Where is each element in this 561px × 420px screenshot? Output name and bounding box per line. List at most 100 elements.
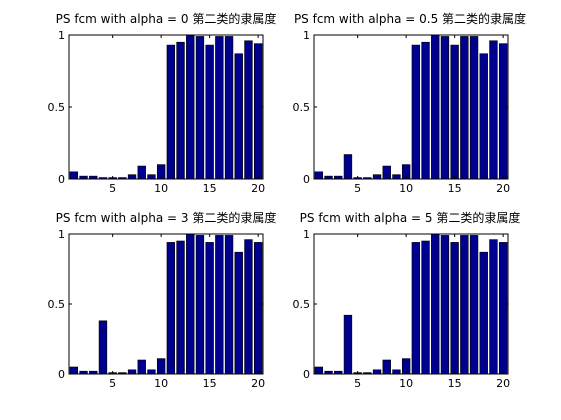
bar [421, 41, 430, 180]
y-tick-label: 1 [303, 228, 310, 241]
subplot-4-title: PS fcm with alpha = 5 第二类的隶属度 [300, 210, 521, 225]
bar [176, 41, 185, 180]
subplot-3-ticks [69, 233, 263, 375]
x-tick-label: 20 [496, 377, 510, 390]
bar [411, 242, 421, 375]
subplot-1-ticks [69, 34, 263, 180]
bar [314, 171, 324, 180]
subplot-4-y-tick-labels: 0 0.5 1 [293, 228, 311, 381]
subplot-2-bars [314, 34, 508, 180]
subplot-3-bars [69, 233, 263, 375]
subplot-1-x-tick-labels: 5 10 15 20 [109, 182, 265, 195]
bar [147, 174, 156, 180]
bar [314, 366, 324, 375]
subplot-3-y-tick-labels: 0 0.5 1 [48, 228, 66, 381]
bar [498, 43, 508, 180]
x-tick-label: 10 [399, 182, 413, 195]
bar [205, 44, 214, 180]
bar [372, 369, 382, 375]
bar [392, 174, 401, 180]
bar [479, 251, 488, 375]
y-tick-label: 0 [303, 368, 310, 381]
bar [253, 43, 263, 180]
bar [450, 242, 459, 375]
y-tick-label: 1 [58, 29, 65, 42]
bar [195, 36, 205, 180]
x-tick-label: 5 [109, 377, 116, 390]
bar [440, 235, 450, 375]
bar [234, 53, 243, 180]
x-tick-label: 5 [354, 182, 361, 195]
subplot-2-title: PS fcm with alpha = 0.5 第二类的隶属度 [294, 11, 526, 26]
bar [489, 239, 498, 375]
subplot-2-y-tick-labels: 0 0.5 1 [293, 29, 311, 186]
bar [343, 314, 353, 375]
x-tick-label: 10 [154, 182, 168, 195]
x-tick-label: 15 [203, 182, 217, 195]
bar [224, 235, 234, 375]
bar [372, 174, 382, 180]
bar [98, 320, 108, 375]
bar [244, 239, 253, 375]
bar [343, 154, 353, 180]
bar [382, 359, 391, 375]
bar [234, 251, 243, 375]
bar [440, 36, 450, 180]
subplot-4: PS fcm with alpha = 5 第二类的隶属度 5 10 15 20… [293, 210, 521, 390]
subplot-4-x-tick-labels: 5 10 15 20 [354, 377, 510, 390]
y-tick-label: 0.5 [48, 101, 66, 114]
y-tick-label: 0.5 [293, 101, 311, 114]
bar [127, 174, 137, 180]
x-tick-label: 15 [203, 377, 217, 390]
x-tick-label: 20 [251, 182, 265, 195]
x-tick-label: 5 [354, 377, 361, 390]
subplot-3-x-tick-labels: 5 10 15 20 [109, 377, 265, 390]
y-tick-label: 0 [58, 173, 65, 186]
bar [431, 34, 440, 180]
bar [215, 235, 224, 375]
bar [498, 242, 508, 375]
subplot-4-bars [314, 233, 508, 375]
bar [186, 34, 195, 180]
y-tick-label: 0 [303, 173, 310, 186]
y-tick-label: 1 [303, 29, 310, 42]
x-tick-label: 10 [154, 377, 168, 390]
bar [460, 235, 469, 375]
subplot-2-x-tick-labels: 5 10 15 20 [354, 182, 510, 195]
subplot-1-title: PS fcm with alpha = 0 第二类的隶属度 [56, 11, 277, 26]
subplot-1: PS fcm with alpha = 0 第二类的隶属度 5 10 15 20… [48, 11, 277, 195]
bar [469, 235, 479, 375]
bar [127, 369, 137, 375]
bar [166, 44, 176, 180]
subplot-1-y-tick-labels: 0 0.5 1 [48, 29, 66, 186]
bar [166, 242, 176, 375]
subplot-3-title: PS fcm with alpha = 3 第二类的隶属度 [56, 210, 277, 225]
x-tick-label: 15 [448, 182, 462, 195]
bar [224, 36, 234, 180]
bar [450, 44, 459, 180]
bar [195, 235, 205, 375]
bar [147, 369, 156, 375]
bar [479, 53, 488, 180]
x-tick-label: 10 [399, 377, 413, 390]
y-tick-label: 1 [58, 228, 65, 241]
bar [215, 36, 224, 180]
bar [411, 44, 421, 180]
bar [205, 242, 214, 375]
x-tick-label: 20 [496, 182, 510, 195]
subplot-2-ticks [314, 34, 508, 180]
bar [469, 36, 479, 180]
x-tick-label: 20 [251, 377, 265, 390]
y-tick-label: 0.5 [293, 298, 311, 311]
bar [382, 165, 391, 180]
subplot-2: PS fcm with alpha = 0.5 第二类的隶属度 5 10 15 … [293, 11, 527, 195]
bar [489, 40, 498, 180]
x-tick-label: 5 [109, 182, 116, 195]
bar [186, 233, 195, 375]
x-tick-label: 15 [448, 377, 462, 390]
bar [69, 171, 79, 180]
bar [421, 240, 430, 375]
y-tick-label: 0 [58, 368, 65, 381]
bar [137, 165, 146, 180]
